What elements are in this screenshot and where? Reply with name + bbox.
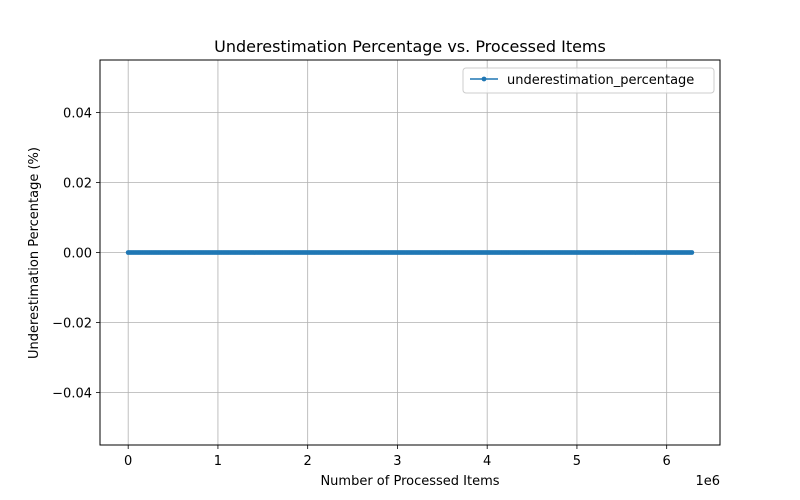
x-tick-label: 6 (663, 454, 671, 469)
x-axis-label: Number of Processed Items (320, 474, 499, 489)
x-tick-label: 0 (124, 454, 132, 469)
x-tick-label: 3 (393, 454, 401, 469)
legend-box (462, 67, 715, 94)
chart-title: Underestimation Percentage vs. Processed… (214, 37, 606, 56)
data-point (689, 250, 695, 255)
legend-entry-label: underestimation_percentage (507, 73, 694, 88)
x-axis-offset-label: 1e6 (695, 474, 720, 489)
x-tick-label: 5 (573, 454, 581, 469)
axis-ticks: 0 1 2 3 4 5 6 −0.04 −0.02 0.00 0.02 0.04 (52, 107, 671, 470)
legend: underestimation_percentage (462, 67, 715, 94)
series-markers (125, 250, 695, 255)
x-tick-label: 1 (214, 454, 222, 469)
y-tick-label: −0.04 (52, 387, 92, 402)
plot-series (125, 250, 695, 255)
y-tick-label: 0.04 (63, 107, 92, 122)
y-tick-label: −0.02 (52, 317, 92, 332)
x-tick-label: 4 (483, 454, 491, 469)
legend-marker-sample (481, 76, 487, 82)
y-tick-label: 0.00 (63, 247, 92, 262)
y-axis-label: Underestimation Percentage (%) (27, 147, 42, 359)
x-tick-label: 2 (304, 454, 312, 469)
y-tick-label: 0.02 (63, 177, 92, 192)
